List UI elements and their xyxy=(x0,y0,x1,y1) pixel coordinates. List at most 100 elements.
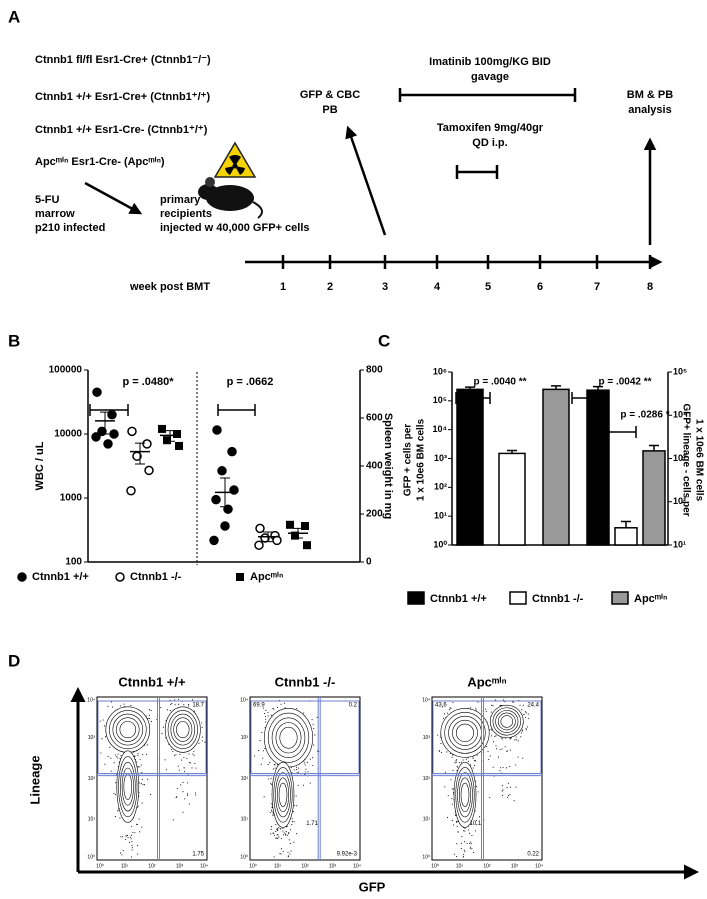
event-dot xyxy=(452,770,454,772)
contour xyxy=(457,772,473,818)
event-dot xyxy=(126,834,129,837)
x-tick-label: 10⁰ xyxy=(431,863,439,869)
gate-box xyxy=(250,700,360,775)
dot xyxy=(211,494,221,505)
event-dot xyxy=(139,758,141,760)
event-dot xyxy=(293,841,295,843)
dot xyxy=(142,439,152,449)
event-dot xyxy=(149,717,151,719)
event-dot xyxy=(471,848,473,850)
event-dot xyxy=(262,750,264,752)
event-dot xyxy=(138,818,140,820)
event-dot xyxy=(525,712,527,714)
event-dot xyxy=(522,729,524,731)
event-dot xyxy=(165,769,167,771)
dot xyxy=(17,572,27,582)
event-dot xyxy=(469,832,471,834)
error-bar xyxy=(220,477,230,508)
contour xyxy=(452,719,478,746)
event-dot xyxy=(510,737,512,739)
event-dot xyxy=(188,803,190,805)
event-dot xyxy=(166,709,169,711)
y-tick-label: 1000 xyxy=(60,493,83,504)
event-dot xyxy=(270,833,272,835)
event-dot xyxy=(188,762,190,764)
event-dot xyxy=(192,699,194,701)
y-tick-label: 10³ xyxy=(241,735,249,741)
contour xyxy=(458,777,472,813)
event-dot xyxy=(502,789,504,791)
event-dot xyxy=(131,847,133,849)
event-dot xyxy=(469,843,471,845)
event-dot xyxy=(288,839,290,841)
genotype: Ctnnb1 +/+ Esr1-Cre+ (Ctnnb1⁺/⁺) xyxy=(35,91,210,103)
contour xyxy=(455,767,475,823)
event-dot xyxy=(485,708,487,710)
event-dot xyxy=(289,843,291,845)
event-dot xyxy=(282,834,284,836)
event-dot xyxy=(204,741,206,743)
event-dot xyxy=(137,845,139,847)
event-dot xyxy=(139,782,141,784)
y-tick-label: 10² xyxy=(423,776,431,782)
event-dot xyxy=(187,794,189,796)
event-dot xyxy=(509,749,511,751)
event-dot xyxy=(451,803,453,805)
event-dot xyxy=(270,809,272,811)
event-label: analysis xyxy=(628,104,671,116)
p-value: p = .0040 ** xyxy=(473,377,526,388)
quadrant-value: 0.2 xyxy=(349,703,358,709)
event-dot xyxy=(505,767,508,769)
event-dot xyxy=(162,726,165,728)
dot xyxy=(291,531,299,540)
event-dot xyxy=(509,738,511,740)
event-dot xyxy=(177,703,179,705)
event-dot xyxy=(136,761,138,763)
event-dot xyxy=(273,856,275,858)
bar xyxy=(456,388,484,546)
recipients-text: injected w 40,000 GFP+ cells xyxy=(160,222,310,234)
event-dot xyxy=(295,795,297,797)
event-dot xyxy=(526,726,528,728)
event-dot xyxy=(104,736,107,738)
event-dot xyxy=(276,837,278,839)
event-dot xyxy=(491,729,493,731)
event-dot xyxy=(267,712,269,714)
event-dot xyxy=(131,826,133,828)
event-dot xyxy=(131,856,133,858)
event-dot xyxy=(129,841,131,843)
infection-text: p210 infected xyxy=(35,222,105,234)
y2-axis-title: GFP+ lineage - cells per xyxy=(680,403,691,516)
event-dot xyxy=(489,729,491,731)
event-dot xyxy=(172,750,174,752)
quadrant-value: 43.6 xyxy=(435,703,447,709)
event-dot xyxy=(111,701,113,703)
event-dot xyxy=(283,832,285,834)
event-dot xyxy=(287,855,289,857)
event-dot xyxy=(447,795,449,797)
event-dot xyxy=(455,760,457,762)
event-dot xyxy=(265,721,267,723)
event-dot xyxy=(125,835,127,837)
event-dot xyxy=(269,762,271,764)
event-dot xyxy=(265,715,267,717)
event-label: gavage xyxy=(471,71,509,83)
event-dot xyxy=(464,841,466,843)
contour xyxy=(455,723,475,742)
legend-label: Ctnnb1 +/+ xyxy=(430,593,487,605)
dot xyxy=(97,426,107,437)
contour xyxy=(263,708,313,768)
y2-tick-label: 400 xyxy=(366,461,383,472)
panel-a-decor xyxy=(84,88,663,269)
event-dot xyxy=(193,710,195,712)
event-dot xyxy=(117,757,119,759)
event-dot xyxy=(127,836,129,839)
event-dot xyxy=(276,828,278,830)
event-dot xyxy=(141,802,143,804)
event-dot xyxy=(454,762,456,764)
y-tick-label: 10³ xyxy=(434,453,447,463)
event-dot xyxy=(303,762,305,764)
event-dot xyxy=(314,734,316,736)
event-dot xyxy=(509,794,511,796)
event-dot xyxy=(271,806,273,808)
